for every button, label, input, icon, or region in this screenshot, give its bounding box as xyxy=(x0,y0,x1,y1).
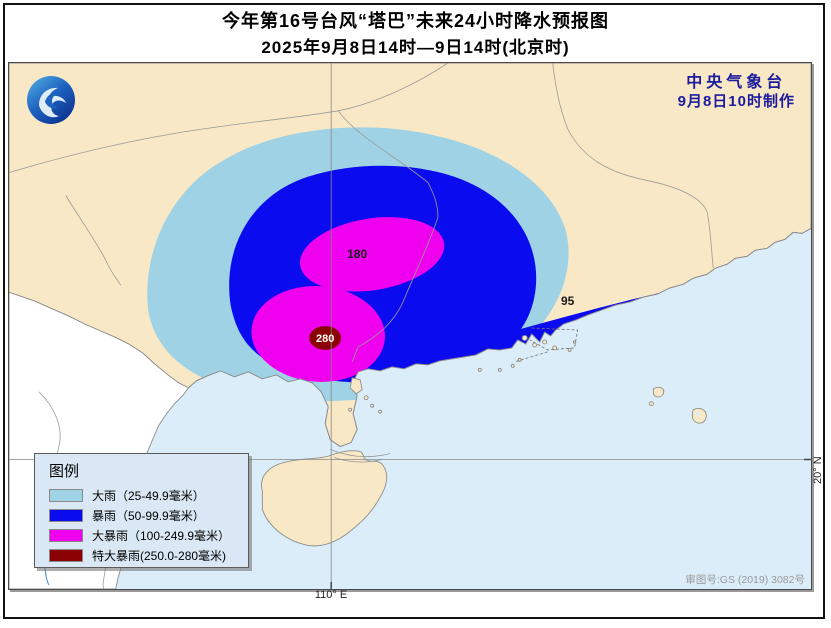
legend-label-heavy-rainstorm: 大暴雨（100-249.9毫米） xyxy=(92,528,231,543)
coastline xyxy=(188,227,811,448)
max-rainfall-value-label: 280 xyxy=(316,333,334,345)
legend-row-extreme-rainstorm: 特大暴雨(250.0-280毫米) xyxy=(49,545,238,565)
legend-title: 图例 xyxy=(49,463,80,480)
province-borders xyxy=(9,63,714,589)
heavy-rainstorm-region-north xyxy=(299,217,445,292)
island-lagoon xyxy=(695,411,700,416)
agency-name: 中央气象台 xyxy=(686,74,787,91)
longitude-label: 110° E xyxy=(314,589,348,601)
map-license-number: 审图号:GS (2019) 3082号 xyxy=(685,574,805,586)
legend-label-rainstorm: 暴雨（50-99.9毫米） xyxy=(92,508,205,523)
legend-box: 图例 大雨（25-49.9毫米） 暴雨（50-99.9毫米） 大暴雨（100-2… xyxy=(34,453,249,568)
legend-row-heavy-rainstorm: 大暴雨（100-249.9毫米） xyxy=(49,525,238,545)
legend-swatch-heavy-rainstorm xyxy=(49,528,83,542)
legend-label-extreme-rainstorm: 特大暴雨(250.0-280毫米) xyxy=(92,548,227,563)
sar-dashed-boundary xyxy=(514,327,579,363)
hainan-island xyxy=(261,450,388,547)
page-title: 今年第16号台风“塔巴”未来24小时降水预报图 xyxy=(221,11,610,31)
latitude-label: 20° N xyxy=(812,456,824,484)
legend-swatch-rainstorm xyxy=(49,508,83,522)
strait-arcs xyxy=(330,449,391,463)
legend-label-rain-heavy: 大雨（25-49.9毫米） xyxy=(92,488,205,503)
legend-row-rainstorm: 暴雨（50-99.9毫米） xyxy=(49,505,238,525)
coastal-rainstorm-value-label: 95 xyxy=(561,294,575,308)
extreme-rainstorm-region xyxy=(309,326,342,350)
islands xyxy=(261,335,707,547)
page-subtitle: 2025年9月8日14时—9日14时(北京时) xyxy=(261,38,570,57)
issue-time: 9月8日10时制作 xyxy=(677,93,795,110)
agency-credit: 中央气象台 9月8日10时制作 xyxy=(678,73,795,112)
cma-logo xyxy=(27,76,75,124)
legend-row-rain-heavy: 大雨（25-49.9毫米） xyxy=(49,485,238,505)
heavy-rainstorm-value-label: 180 xyxy=(347,247,367,261)
legend-swatch-rain-heavy xyxy=(49,488,83,502)
legend-swatch-extreme-rainstorm xyxy=(49,548,83,562)
forecast-map: 180 95 280 中央气象台 9月8日10时制作 图例 大雨（25-49.9… xyxy=(8,62,812,590)
